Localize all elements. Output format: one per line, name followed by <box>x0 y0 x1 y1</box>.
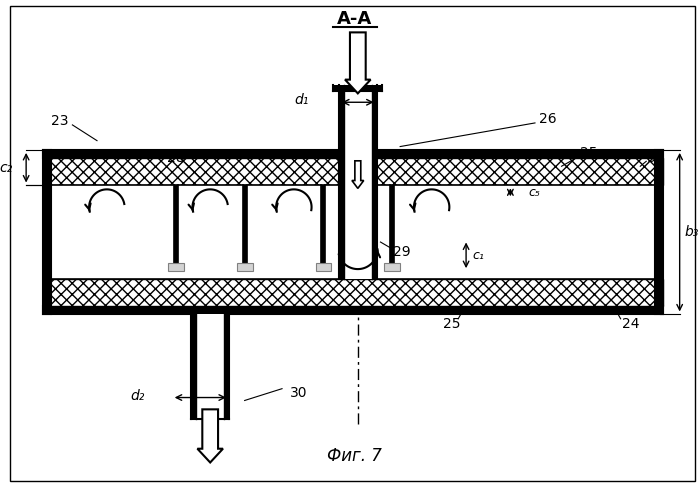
Text: 24: 24 <box>622 317 639 331</box>
Text: 25: 25 <box>442 317 460 331</box>
FancyArrow shape <box>352 161 364 188</box>
Bar <box>384 263 400 271</box>
Text: d₂: d₂ <box>130 389 144 403</box>
Text: 32: 32 <box>648 151 665 166</box>
Text: b₃: b₃ <box>685 225 699 239</box>
Text: d₁: d₁ <box>295 94 309 107</box>
Bar <box>43 186 663 279</box>
Text: c₅: c₅ <box>528 186 540 199</box>
Bar <box>168 263 183 271</box>
Bar <box>43 150 50 315</box>
Bar <box>339 85 344 279</box>
Bar <box>43 150 663 158</box>
Bar <box>391 186 394 267</box>
FancyArrow shape <box>345 32 370 94</box>
Text: А-А: А-А <box>337 10 372 28</box>
Bar <box>43 158 663 186</box>
Text: 26: 26 <box>539 112 556 126</box>
Bar <box>333 85 382 92</box>
FancyArrow shape <box>197 410 223 463</box>
Bar <box>197 315 224 419</box>
Text: 23: 23 <box>51 114 69 128</box>
Text: Фиг. 7: Фиг. 7 <box>328 447 382 465</box>
Text: 28: 28 <box>167 151 185 166</box>
Bar <box>344 85 372 279</box>
Bar <box>655 150 663 315</box>
Text: 25: 25 <box>580 147 598 160</box>
Text: c₂: c₂ <box>0 161 13 175</box>
Bar <box>243 186 246 267</box>
Text: 30: 30 <box>290 386 307 400</box>
Bar <box>316 263 331 271</box>
Bar <box>43 279 663 306</box>
Text: c₁: c₁ <box>472 249 484 262</box>
Bar <box>237 263 253 271</box>
Bar <box>224 315 229 419</box>
Bar <box>321 186 326 267</box>
Bar <box>174 186 178 267</box>
Text: 29: 29 <box>393 245 411 259</box>
Bar <box>372 85 377 279</box>
Bar <box>192 315 197 419</box>
Bar <box>43 306 663 315</box>
